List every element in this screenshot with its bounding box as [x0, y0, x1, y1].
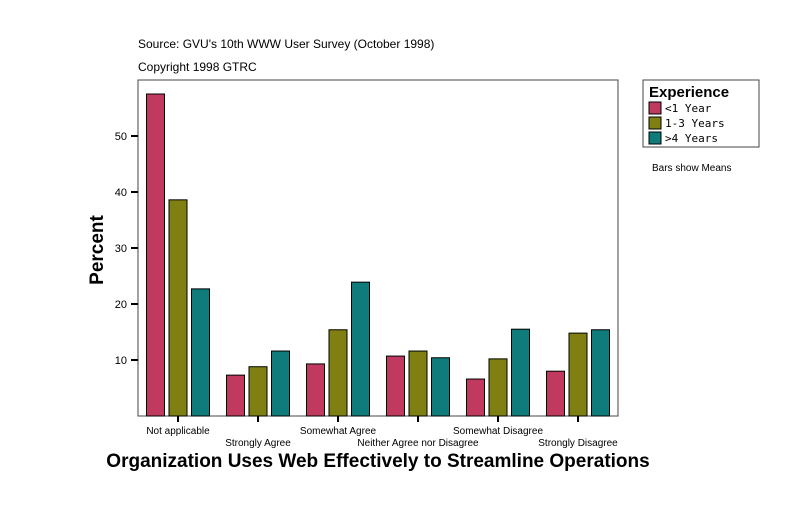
bar-2-0 [306, 363, 325, 417]
bar-0-0 [146, 93, 165, 417]
y-axis: 10 20 30 40 50 [115, 131, 138, 367]
bar-4-2 [511, 328, 530, 417]
copyright-note: Copyright 1998 GTRC [138, 60, 257, 74]
legend: Experience <1 Year 1-3 Years >4 Years [642, 79, 760, 148]
bar-4-1 [488, 358, 508, 417]
x-tick-label: Strongly Agree [225, 438, 291, 449]
bar-0-2 [191, 288, 210, 417]
bar-2-2 [351, 281, 370, 417]
legend-swatch [648, 116, 662, 130]
bar-2-1 [328, 329, 348, 417]
legend-swatch [648, 131, 662, 145]
y-tick-label: 10 [115, 355, 127, 367]
x-tick-label: Somewhat Agree [300, 426, 377, 437]
y-tick-label: 20 [115, 299, 127, 311]
bar-1-2 [271, 350, 290, 417]
bar-1-0 [226, 374, 245, 417]
bar-4-0 [466, 378, 485, 417]
bar-1-1 [248, 366, 268, 417]
y-tick-label: 40 [115, 187, 127, 199]
source-note: Source: GVU's 10th WWW User Survey (Octo… [138, 37, 434, 51]
x-tick-label: Neither Agree nor Disagree [357, 438, 479, 449]
plot-area [137, 79, 619, 417]
x-tick-label: Not applicable [146, 426, 210, 437]
bar-3-1 [408, 350, 428, 417]
footnote: Bars show Means [652, 163, 731, 174]
y-axis-title: Percent [87, 214, 108, 284]
bar-5-0 [546, 370, 565, 417]
bar-3-0 [386, 355, 405, 417]
bar-5-1 [568, 332, 588, 417]
legend-box [642, 79, 760, 148]
legend-label: >4 Years [665, 132, 718, 145]
x-axis: Not applicable Strongly Agree Somewhat Agr… [146, 416, 618, 449]
x-tick-label: Somewhat Disagree [453, 426, 543, 437]
legend-title: Experience [649, 84, 729, 101]
legend-label: <1 Year [665, 102, 712, 115]
bar-0-1 [168, 199, 188, 417]
y-tick-label: 50 [115, 131, 127, 143]
legend-swatch [648, 101, 662, 115]
bars [146, 93, 610, 417]
y-tick-label: 30 [115, 243, 127, 255]
x-axis-title: Organization Uses Web Effectively to Str… [106, 451, 649, 472]
legend-label: 1-3 Years [665, 117, 725, 130]
x-tick-label: Strongly Disagree [538, 438, 618, 449]
bar-5-2 [591, 329, 610, 417]
bar-3-2 [431, 357, 450, 417]
